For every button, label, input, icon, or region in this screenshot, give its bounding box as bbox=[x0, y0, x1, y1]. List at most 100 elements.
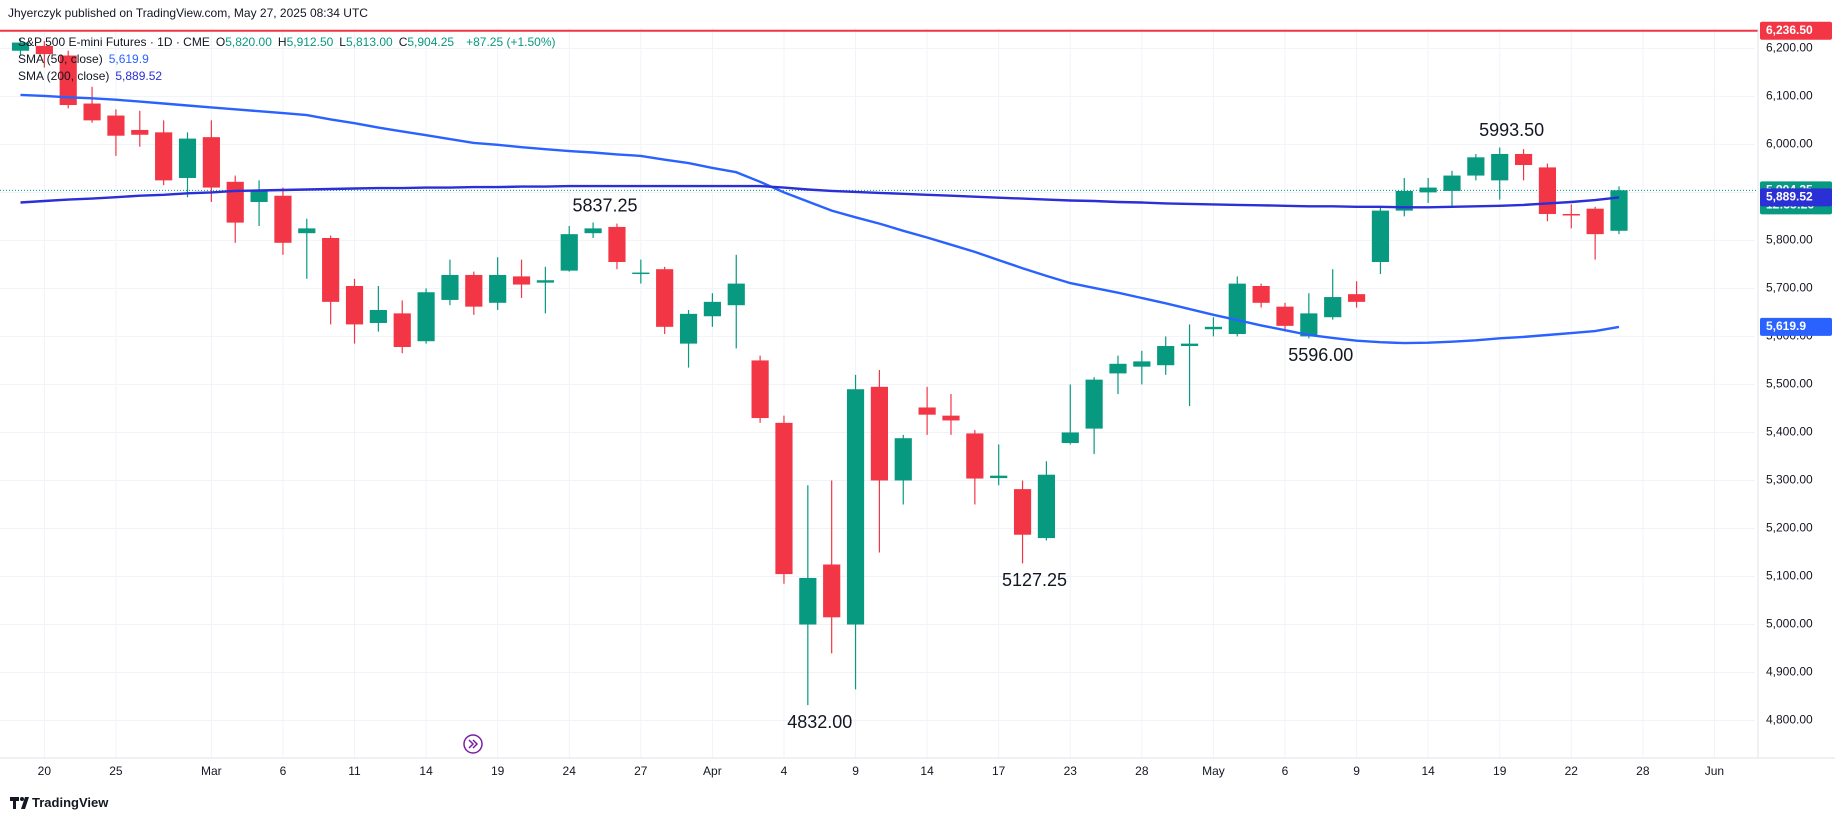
candle-body bbox=[1180, 343, 1199, 347]
candle-body bbox=[656, 269, 674, 327]
y-tick-label: 5,500.00 bbox=[1766, 377, 1813, 391]
candle-body bbox=[775, 422, 793, 575]
y-tick-label: 4,800.00 bbox=[1766, 713, 1813, 727]
x-tick-label: 23 bbox=[1064, 764, 1078, 778]
candle-body bbox=[632, 272, 650, 275]
x-tick-label: 17 bbox=[992, 764, 1006, 778]
high-label: 6,236.50 bbox=[1766, 23, 1813, 37]
published-note: Jhyerczyk published on TradingView.com, … bbox=[8, 6, 368, 20]
x-tick-label: 14 bbox=[1421, 764, 1435, 778]
ohlc-key: H bbox=[277, 35, 287, 49]
x-tick-label: 11 bbox=[348, 764, 361, 778]
symbol: S&P 500 E-mini Futures · 1D · CME bbox=[18, 35, 210, 49]
candle-body bbox=[727, 283, 745, 306]
x-tick-label: 14 bbox=[920, 764, 934, 778]
candle-body bbox=[155, 132, 173, 181]
y-tick-label: 5,400.00 bbox=[1766, 425, 1813, 439]
candle-body bbox=[1419, 187, 1437, 193]
ohlc: O5,820.00 H5,912.50 L5,813.00 C5,904.25 bbox=[216, 35, 460, 49]
candle-body bbox=[1133, 361, 1151, 367]
candle-body bbox=[489, 274, 507, 303]
x-tick-label: 25 bbox=[109, 764, 123, 778]
candle-body bbox=[393, 313, 411, 347]
y-tick-label: 5,300.00 bbox=[1766, 473, 1813, 487]
candle-body bbox=[1061, 432, 1079, 444]
candle-body bbox=[250, 190, 268, 202]
legend-row: SMA (50, close) 5,619.9 bbox=[18, 52, 155, 66]
candle-body bbox=[1276, 306, 1294, 326]
sma-box bbox=[1760, 188, 1832, 207]
candle-body bbox=[536, 280, 554, 283]
candle-body bbox=[1538, 167, 1557, 214]
x-tick-label: 9 bbox=[852, 764, 859, 778]
candle-body bbox=[298, 228, 316, 234]
annotation: 4832.00 bbox=[787, 712, 852, 732]
sma-line bbox=[20, 93, 1620, 345]
candle-body bbox=[1037, 474, 1055, 539]
candle-body bbox=[966, 433, 984, 479]
x-tick-label: 27 bbox=[634, 764, 648, 778]
ohlc-key: O bbox=[215, 35, 226, 49]
candle-body bbox=[1157, 346, 1175, 366]
candle-body bbox=[465, 274, 483, 307]
x-tick-label: Mar bbox=[201, 764, 222, 778]
x-tick-label: Jun bbox=[1705, 764, 1724, 778]
candle-body bbox=[679, 313, 698, 344]
grid bbox=[0, 28, 1755, 758]
replay-icon[interactable] bbox=[463, 734, 483, 754]
ohlc-value: 5,912.50 bbox=[286, 35, 334, 49]
candle-body bbox=[35, 45, 53, 55]
candle-body bbox=[59, 55, 77, 105]
x-tick-label: 6 bbox=[280, 764, 287, 778]
legend-name: SMA (50, close) bbox=[18, 52, 103, 66]
candle-body bbox=[441, 274, 459, 300]
candle-body bbox=[1013, 489, 1032, 535]
candle-body bbox=[417, 292, 435, 342]
x-tick-label: 20 bbox=[38, 764, 52, 778]
candle-body bbox=[1204, 326, 1223, 330]
candle-body bbox=[369, 310, 387, 323]
x-tick-label: 6 bbox=[1282, 764, 1289, 778]
x-tick-label: 28 bbox=[1135, 764, 1149, 778]
y-tick-label: 6,100.00 bbox=[1766, 89, 1813, 103]
candle-body bbox=[1324, 297, 1342, 318]
sma-line bbox=[20, 184, 1620, 209]
x-tick-label: 19 bbox=[1493, 764, 1507, 778]
candle-body bbox=[178, 138, 197, 178]
ohlc-value: 5,813.00 bbox=[345, 35, 393, 49]
y-tick-label: 5,800.00 bbox=[1766, 233, 1813, 247]
annotation: 5127.25 bbox=[1002, 570, 1067, 590]
candle-body bbox=[1610, 190, 1628, 231]
candle-body bbox=[1085, 379, 1103, 429]
y-tick-label: 6,000.00 bbox=[1766, 137, 1813, 151]
candle-body bbox=[990, 475, 1008, 479]
candle-body bbox=[894, 438, 912, 481]
candle-body bbox=[1371, 210, 1390, 262]
ohlc-value: 5,820.00 bbox=[225, 35, 272, 49]
high-box bbox=[1760, 21, 1832, 40]
y-tick-label: 5,100.00 bbox=[1766, 569, 1813, 583]
candle-body bbox=[1562, 213, 1580, 216]
sma-label: 5,619.9 bbox=[1766, 319, 1806, 333]
brand: TradingView bbox=[32, 795, 109, 810]
candle-body bbox=[1109, 363, 1127, 374]
x-tick-label: 4 bbox=[781, 764, 788, 778]
x-tick-label: 28 bbox=[1636, 764, 1650, 778]
candle-body bbox=[751, 360, 769, 419]
change: +87.25 (+1.50%) bbox=[466, 35, 556, 49]
candle-body bbox=[560, 234, 578, 271]
candle-body bbox=[1347, 294, 1366, 302]
legend-row: SMA (200, close) 5,889.52 bbox=[18, 69, 168, 83]
x-tick-label: 14 bbox=[419, 764, 433, 778]
candle-body bbox=[1443, 175, 1461, 191]
annotation: 5837.25 bbox=[572, 195, 637, 215]
candle-body bbox=[584, 228, 602, 234]
sma-label: 5,889.52 bbox=[1766, 190, 1813, 204]
x-tick-label: Apr bbox=[703, 764, 722, 778]
candle-body bbox=[608, 226, 626, 262]
x-tick-label: May bbox=[1202, 764, 1225, 778]
ohlc-value: 5,904.25 bbox=[407, 35, 455, 49]
candle-body bbox=[703, 301, 721, 317]
